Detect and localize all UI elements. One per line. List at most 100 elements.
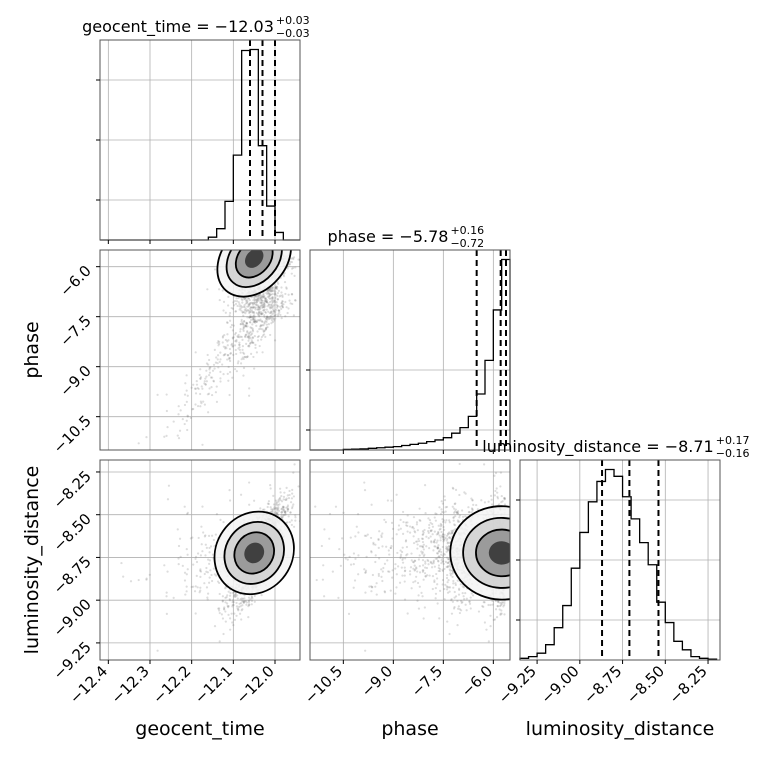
sample-point xyxy=(185,419,188,422)
sample-point xyxy=(229,359,232,363)
sample-point xyxy=(247,335,250,338)
sample-point xyxy=(281,505,285,508)
sample-point xyxy=(471,509,474,512)
sample-point xyxy=(250,306,253,309)
sample-point xyxy=(245,310,248,313)
sample-point xyxy=(266,316,270,319)
sample-point xyxy=(442,562,445,566)
sample-point xyxy=(256,313,260,316)
sample-point xyxy=(448,532,452,535)
sample-point xyxy=(460,601,463,605)
sample-point xyxy=(203,572,206,576)
sample-point xyxy=(281,295,284,299)
sample-point xyxy=(449,572,452,575)
sample-point xyxy=(491,603,494,606)
sample-point xyxy=(251,310,254,314)
sample-point xyxy=(253,594,256,598)
sample-point xyxy=(348,555,351,558)
sample-point xyxy=(446,549,450,552)
sample-point xyxy=(276,304,279,308)
sample-point xyxy=(227,295,230,299)
sample-point xyxy=(363,489,367,492)
sample-point xyxy=(241,345,244,348)
sample-point xyxy=(446,537,449,540)
sample-point xyxy=(280,513,283,516)
sample-point xyxy=(172,596,175,599)
sample-point xyxy=(274,499,277,502)
sample-point xyxy=(251,316,254,319)
sample-point xyxy=(437,530,440,534)
sample-point xyxy=(411,526,414,529)
sample-point xyxy=(284,511,287,514)
sample-point xyxy=(235,300,239,303)
sample-point xyxy=(216,341,219,344)
sample-point xyxy=(279,498,282,502)
sample-point xyxy=(248,599,251,602)
sample-point xyxy=(228,598,231,601)
sample-point xyxy=(489,603,492,607)
sample-point xyxy=(269,506,272,509)
sample-point xyxy=(253,320,257,323)
sample-point xyxy=(402,532,405,535)
sample-point xyxy=(253,499,256,502)
sample-point xyxy=(221,595,224,598)
sample-point xyxy=(270,303,273,306)
sample-point xyxy=(224,338,227,342)
sample-point xyxy=(344,557,347,560)
sample-point xyxy=(243,310,246,314)
sample-point xyxy=(433,545,436,548)
sample-point xyxy=(218,640,221,643)
sample-point xyxy=(425,566,429,570)
sample-point xyxy=(334,505,338,508)
sample-point xyxy=(245,322,248,325)
sample-point xyxy=(413,559,416,562)
sample-point xyxy=(208,551,211,554)
sample-point xyxy=(186,553,189,556)
sample-point xyxy=(177,563,180,566)
sample-point xyxy=(221,617,225,620)
sample-point xyxy=(272,494,275,497)
sample-point xyxy=(230,343,233,346)
sample-point xyxy=(271,288,274,291)
sample-point xyxy=(208,374,211,377)
sample-point xyxy=(235,605,239,608)
sample-point xyxy=(252,355,255,359)
sample-point xyxy=(368,585,371,588)
sample-point xyxy=(279,491,282,494)
sample-point xyxy=(437,566,440,570)
sample-point xyxy=(447,561,450,564)
sample-point xyxy=(370,503,373,506)
sample-point xyxy=(281,303,284,307)
sample-point xyxy=(288,262,291,265)
sample-point xyxy=(194,403,197,406)
sample-point xyxy=(364,571,367,574)
sample-point xyxy=(422,617,425,620)
sample-point xyxy=(240,306,244,309)
sample-point xyxy=(251,330,255,333)
sample-point xyxy=(231,603,234,607)
sample-point xyxy=(265,320,268,324)
sample-point xyxy=(457,607,460,610)
sample-point xyxy=(270,511,273,514)
sample-point xyxy=(253,299,257,302)
sample-point xyxy=(156,393,159,396)
sample-point xyxy=(249,318,253,322)
sample-point xyxy=(399,527,402,530)
sample-point xyxy=(231,599,235,602)
sample-point xyxy=(277,313,280,316)
sample-point xyxy=(278,496,282,500)
sample-point xyxy=(241,301,244,304)
sample-point xyxy=(165,612,168,616)
sample-point xyxy=(426,574,429,577)
sample-point xyxy=(416,599,419,602)
sample-point xyxy=(245,309,248,312)
sample-point xyxy=(218,611,221,615)
sample-point xyxy=(247,599,250,602)
sample-point xyxy=(465,609,468,612)
sample-point xyxy=(495,616,499,619)
sample-point xyxy=(262,333,266,336)
sample-point xyxy=(293,274,296,277)
sample-point xyxy=(273,314,276,318)
sample-point xyxy=(244,307,247,310)
sample-point xyxy=(500,609,503,612)
